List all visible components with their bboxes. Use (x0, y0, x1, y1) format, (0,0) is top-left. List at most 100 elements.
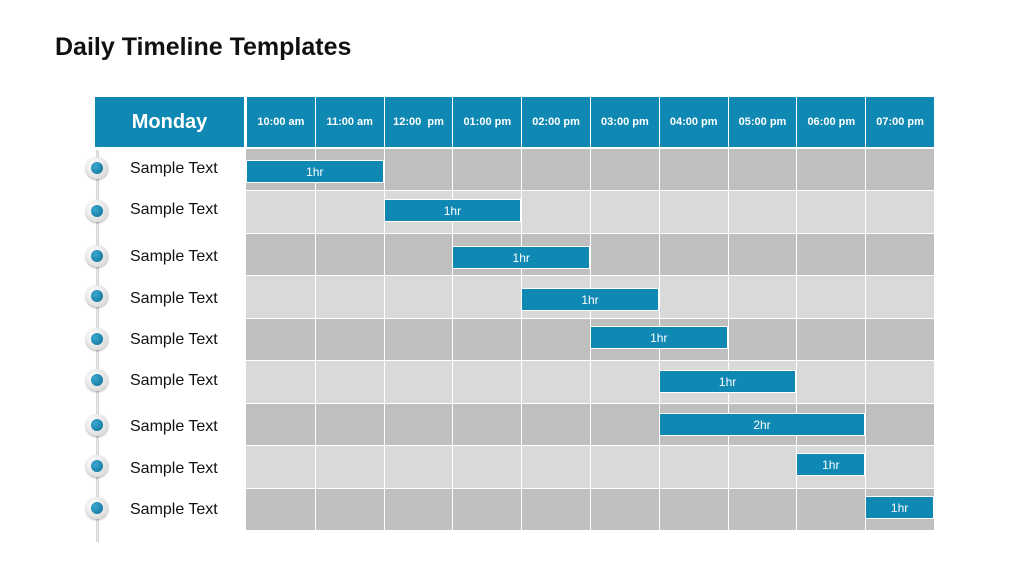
grid-cell-divider (383, 361, 385, 403)
duration-bar: 1hr (658, 370, 797, 393)
timeline-dot (86, 455, 108, 477)
time-header: 12:00 pm (383, 97, 453, 147)
time-header: 01:00 pm (452, 97, 522, 147)
grid-cell-divider (658, 276, 660, 318)
grid-row (246, 234, 934, 275)
grid-cell-divider (658, 446, 660, 488)
grid-cell-divider (521, 489, 523, 530)
time-header: 07:00 pm (865, 97, 934, 147)
grid-cell-divider (590, 361, 591, 403)
grid-cell-divider (452, 319, 454, 360)
grid-cell-divider (865, 404, 867, 445)
timeline-dot (86, 369, 108, 391)
row-label: Sample Text (130, 160, 218, 177)
timeline-dot (86, 157, 108, 179)
grid-cell-divider (658, 191, 660, 233)
grid-cell-divider (590, 234, 591, 275)
grid-cell-divider (521, 404, 523, 445)
grid-cell-divider (590, 404, 591, 445)
row-label: Sample Text (130, 372, 218, 389)
grid-row (246, 191, 934, 233)
timeline-dot-core (91, 460, 103, 472)
grid-cell-divider (865, 446, 867, 488)
time-header: 11:00 am (314, 97, 384, 147)
time-header: 02:00 pm (521, 97, 590, 147)
duration-bar: 1hr (590, 326, 728, 349)
timeline-dot-core (91, 205, 103, 217)
duration-bar: 1hr (521, 288, 659, 311)
duration-bar: 1hr (452, 246, 590, 269)
grid-cell-divider (521, 361, 523, 403)
duration-bar: 2hr (658, 413, 866, 436)
grid-cell-divider (452, 361, 454, 403)
row-label: Sample Text (130, 201, 218, 218)
grid-cell-divider (314, 191, 316, 233)
grid-cell-divider (865, 276, 867, 318)
grid-cell-divider (658, 149, 660, 190)
timeline-dot-core (91, 162, 103, 174)
day-header: Monday (95, 97, 245, 147)
grid-cell-divider (452, 149, 454, 190)
time-header: 10:00 am (246, 97, 315, 147)
row-label: Sample Text (130, 290, 218, 307)
grid-cell-divider (865, 234, 867, 275)
grid-cell-divider (865, 361, 867, 403)
timeline-dot-core (91, 419, 103, 431)
row-label: Sample Text (130, 248, 218, 265)
grid-cell-divider (452, 489, 454, 530)
timeline-dot (86, 414, 108, 436)
grid-cell-divider (452, 446, 454, 488)
timeline-dot (86, 200, 108, 222)
timeline-dot-core (91, 502, 103, 514)
grid-cell-divider (521, 149, 523, 190)
grid-cell-divider (314, 404, 316, 445)
grid-row (246, 361, 934, 403)
grid-cell-divider (590, 446, 591, 488)
grid-cell-divider (796, 276, 798, 318)
grid-cell-divider (314, 319, 316, 360)
grid-cell-divider (727, 149, 729, 190)
grid-cell-divider (658, 489, 660, 530)
time-header: 05:00 pm (727, 97, 797, 147)
grid-cell-divider (590, 489, 591, 530)
grid-cell-divider (383, 404, 385, 445)
grid-cell-divider (383, 276, 385, 318)
row-label: Sample Text (130, 501, 218, 518)
timeline-dot-core (91, 333, 103, 345)
grid-cell-divider (727, 319, 729, 360)
grid-cell-divider (658, 234, 660, 275)
grid-cell-divider (727, 234, 729, 275)
duration-bar: 1hr (865, 496, 934, 519)
row-label: Sample Text (130, 418, 218, 435)
grid-cell-divider (383, 319, 385, 360)
grid-cell-divider (727, 446, 729, 488)
timeline-dot (86, 245, 108, 267)
grid-cell-divider (727, 489, 729, 530)
grid-cell-divider (314, 234, 316, 275)
time-header: 03:00 pm (590, 97, 659, 147)
duration-bar: 1hr (383, 199, 522, 222)
grid-cell-divider (452, 404, 454, 445)
grid-cell-divider (314, 276, 316, 318)
grid-cell-divider (452, 276, 454, 318)
duration-bar: 1hr (796, 453, 866, 476)
grid-cell-divider (796, 319, 798, 360)
time-header: 04:00 pm (658, 97, 728, 147)
grid-cell-divider (590, 191, 591, 233)
row-label: Sample Text (130, 460, 218, 477)
timeline-dot (86, 328, 108, 350)
grid-cell-divider (383, 234, 385, 275)
page-title: Daily Timeline Templates (55, 33, 352, 61)
grid-cell-divider (796, 234, 798, 275)
grid-cell-divider (796, 489, 798, 530)
grid-cell-divider (521, 191, 523, 233)
grid-cell-divider (865, 319, 867, 360)
grid-cell-divider (727, 191, 729, 233)
grid-cell-divider (727, 276, 729, 318)
grid-cell-divider (796, 361, 798, 403)
timeline-dot (86, 285, 108, 307)
grid-cell-divider (314, 446, 316, 488)
timeline-dot (86, 497, 108, 519)
grid-cell-divider (796, 191, 798, 233)
timeline-dot-core (91, 374, 103, 386)
